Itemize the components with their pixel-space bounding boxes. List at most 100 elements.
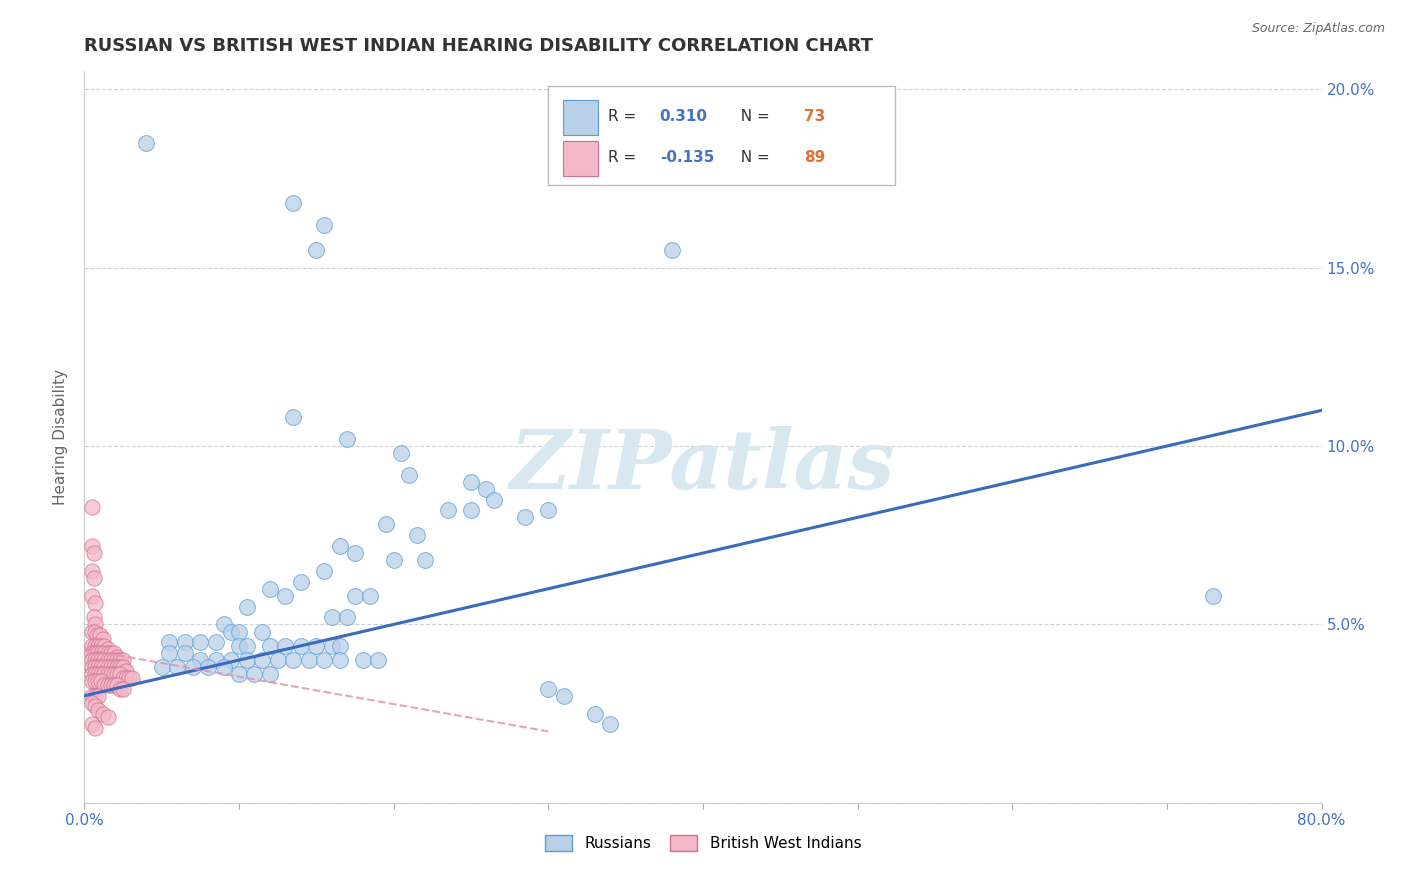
- Point: [91, 632, 114, 646]
- Point: [87, 689, 110, 703]
- Point: [159, 646, 180, 660]
- FancyBboxPatch shape: [564, 141, 598, 176]
- Point: [83, 546, 105, 560]
- Point: [82, 564, 104, 578]
- Point: [583, 706, 606, 721]
- Point: [86, 628, 108, 642]
- Point: [235, 599, 259, 614]
- Point: [103, 667, 125, 681]
- Text: N =: N =: [731, 150, 775, 165]
- Point: [121, 671, 143, 685]
- Point: [312, 653, 335, 667]
- FancyBboxPatch shape: [548, 86, 894, 185]
- Point: [108, 681, 131, 696]
- Point: [343, 589, 366, 603]
- Point: [100, 667, 122, 681]
- Point: [374, 517, 398, 532]
- Point: [82, 696, 104, 710]
- Point: [89, 628, 111, 642]
- Point: [105, 660, 128, 674]
- Text: 0.310: 0.310: [659, 109, 707, 124]
- Point: [82, 539, 104, 553]
- Point: [83, 610, 105, 624]
- Point: [212, 617, 235, 632]
- Point: [174, 646, 197, 660]
- Point: [100, 646, 122, 660]
- Point: [181, 660, 204, 674]
- Point: [105, 649, 128, 664]
- Point: [599, 717, 621, 731]
- Point: [305, 243, 328, 257]
- Point: [250, 624, 273, 639]
- Point: [228, 667, 250, 681]
- Point: [93, 660, 115, 674]
- Point: [82, 589, 104, 603]
- Point: [100, 660, 122, 674]
- Point: [82, 653, 104, 667]
- Point: [87, 653, 110, 667]
- Point: [87, 646, 110, 660]
- Point: [336, 432, 359, 446]
- Text: 73: 73: [804, 109, 825, 124]
- Text: 89: 89: [804, 150, 825, 165]
- Point: [515, 510, 537, 524]
- Point: [352, 653, 374, 667]
- Point: [84, 653, 107, 667]
- Point: [166, 660, 188, 674]
- Point: [96, 653, 118, 667]
- Point: [1202, 589, 1225, 603]
- Point: [281, 196, 305, 211]
- Point: [537, 503, 560, 517]
- Point: [112, 681, 135, 696]
- Point: [661, 243, 683, 257]
- Point: [219, 653, 242, 667]
- Point: [115, 671, 138, 685]
- Point: [84, 699, 107, 714]
- Point: [312, 218, 335, 232]
- Point: [82, 689, 104, 703]
- Point: [96, 642, 118, 657]
- Point: [105, 653, 128, 667]
- Point: [305, 639, 328, 653]
- Point: [82, 667, 104, 681]
- Point: [243, 667, 266, 681]
- Point: [108, 653, 131, 667]
- Point: [460, 475, 482, 489]
- Point: [281, 410, 305, 425]
- Point: [93, 678, 115, 692]
- Point: [398, 467, 420, 482]
- Point: [389, 446, 413, 460]
- Point: [84, 596, 107, 610]
- Point: [553, 689, 575, 703]
- Point: [87, 674, 110, 689]
- Point: [219, 624, 242, 639]
- Text: R =: R =: [607, 150, 641, 165]
- Point: [205, 635, 228, 649]
- Point: [96, 646, 118, 660]
- Point: [84, 660, 107, 674]
- Point: [84, 639, 107, 653]
- Point: [82, 624, 104, 639]
- Point: [343, 546, 366, 560]
- Point: [174, 635, 197, 649]
- Point: [297, 653, 319, 667]
- Point: [484, 492, 506, 507]
- Point: [290, 574, 312, 589]
- Point: [103, 678, 125, 692]
- Text: N =: N =: [731, 109, 775, 124]
- Point: [84, 624, 107, 639]
- Point: [84, 667, 107, 681]
- Point: [82, 674, 104, 689]
- Point: [405, 528, 427, 542]
- Point: [96, 667, 118, 681]
- Point: [82, 717, 104, 731]
- Point: [108, 667, 131, 681]
- Point: [100, 678, 122, 692]
- Point: [159, 635, 180, 649]
- Point: [87, 660, 110, 674]
- Point: [90, 653, 112, 667]
- Point: [103, 653, 125, 667]
- Text: R =: R =: [607, 109, 641, 124]
- Point: [267, 653, 290, 667]
- Point: [188, 653, 211, 667]
